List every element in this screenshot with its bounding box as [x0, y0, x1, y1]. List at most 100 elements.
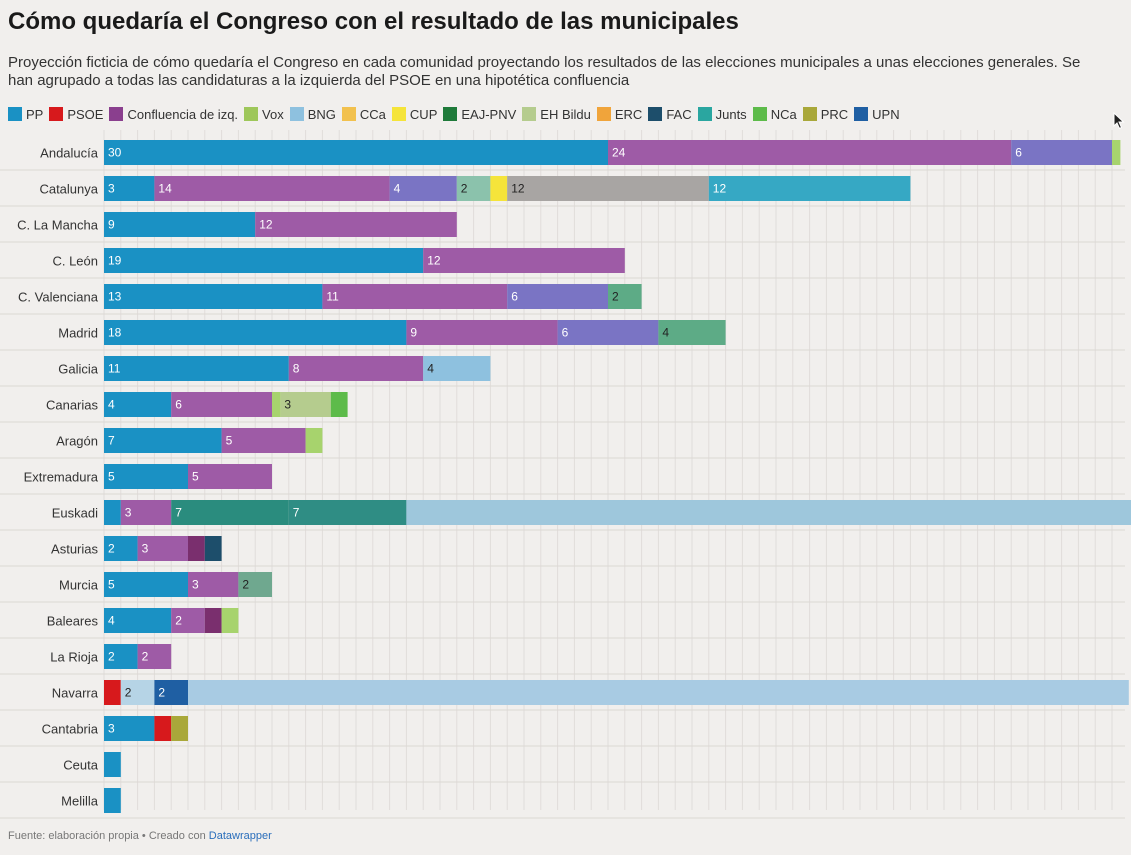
- legend-label: PRC: [820, 107, 849, 122]
- bar-segment: [204, 608, 222, 633]
- source-note: Fuente: elaboración propia • Creado con …: [8, 830, 272, 842]
- segment-value-label: 11: [326, 290, 339, 304]
- bar-segment: [104, 608, 172, 633]
- legend-swatch: [854, 107, 869, 121]
- legend-item: Junts: [697, 107, 747, 122]
- category-label: C. León: [52, 254, 98, 269]
- legend-label: ERC: [614, 107, 643, 122]
- segment-value-label: 30: [108, 146, 122, 160]
- legend-item: FAC: [648, 107, 692, 122]
- segment-value-label: 11: [108, 362, 121, 376]
- bar-row: C. Valenciana 13 11 6 2: [0, 284, 1125, 315]
- segment-value-label: 6: [175, 398, 182, 412]
- bar-segment: [104, 212, 256, 237]
- bar-segment: [104, 392, 172, 417]
- bar-segment: [171, 716, 188, 741]
- legend-item: CCa: [341, 107, 386, 122]
- bar-segment: [104, 248, 424, 273]
- bar-row: C. León 19 12: [0, 248, 1125, 279]
- bar-segment: [423, 248, 625, 273]
- bar-segment: [288, 356, 424, 381]
- bar-row: La Rioja 2 2: [0, 644, 1125, 675]
- segment-value-label: 6: [1015, 146, 1022, 160]
- source-text: Fuente: elaboración propia • Creado con: [8, 830, 209, 842]
- legend-label: Junts: [715, 107, 747, 122]
- segment-value-label: 2: [108, 650, 115, 664]
- segment-value-label: 3: [284, 398, 291, 412]
- legend-item: ERC: [596, 107, 643, 122]
- legend-swatch: [802, 107, 817, 121]
- segment-value-label: 2: [142, 650, 149, 664]
- segment-value-label: 19: [108, 254, 122, 268]
- segment-value-label: 12: [511, 182, 525, 196]
- chart-title: Cómo quedaría el Congreso con el resulta…: [8, 8, 739, 35]
- bar-segment: [104, 284, 323, 309]
- legend-label: PP: [26, 107, 44, 122]
- bar-row: Aragón 7 5: [0, 428, 1125, 459]
- bar-segment: [104, 536, 138, 561]
- legend-label: UPN: [872, 107, 900, 122]
- bar-segment: [1011, 140, 1112, 165]
- bar-segment: [608, 140, 1012, 165]
- legend-item: Vox: [244, 107, 284, 122]
- category-label: Baleares: [47, 614, 99, 629]
- bar-segment: [406, 320, 558, 345]
- legend-item: PSOE: [49, 107, 103, 122]
- bar-row: Murcia 5 3 2: [0, 572, 1125, 603]
- segment-value-label: 8: [293, 362, 300, 376]
- bar-segment: [104, 320, 407, 345]
- bar-segment: [171, 608, 205, 633]
- datawrapper-link[interactable]: Datawrapper: [208, 830, 272, 842]
- legend-label: CCa: [359, 107, 386, 122]
- bar-segment: [305, 428, 323, 453]
- legend-item: EAJ-PNV: [443, 107, 516, 122]
- legend-swatch: [244, 107, 259, 121]
- bar-segment: [171, 500, 289, 525]
- bar-segment: [708, 176, 911, 201]
- bar-segment: [104, 644, 138, 669]
- segment-value-label: 5: [108, 578, 115, 592]
- bar-segment: [188, 464, 272, 489]
- legend-swatch: [752, 107, 767, 121]
- segment-value-label: 4: [108, 614, 115, 628]
- segment-value-label: 2: [461, 182, 468, 196]
- bar-segment: [188, 536, 205, 561]
- segment-value-label: 7: [293, 506, 300, 520]
- segment-value-label: 2: [108, 542, 115, 556]
- bar-segment: [658, 320, 726, 345]
- bar-row: Baleares 4 2: [0, 608, 1125, 639]
- category-label: Melilla: [61, 794, 99, 809]
- bar-row: Canarias 4 6 3: [0, 392, 1125, 423]
- category-label: C. La Mancha: [17, 218, 99, 233]
- category-label: Andalucía: [40, 146, 99, 161]
- bar-segment: [330, 392, 348, 417]
- legend-item: NCa: [752, 107, 797, 122]
- legend-label: FAC: [666, 107, 692, 122]
- category-label: Galicia: [58, 362, 99, 377]
- bar-segment: [221, 428, 306, 453]
- bar-segment: [204, 536, 222, 561]
- bar-segment: [154, 680, 188, 705]
- bar-row: Asturias 2 3: [0, 536, 1125, 567]
- bar-row: Melilla: [0, 788, 1125, 819]
- mouse-pointer-icon: [1113, 112, 1125, 130]
- category-label: Murcia: [59, 578, 99, 593]
- bar-segment: [406, 500, 1131, 525]
- legend-label: BNG: [307, 107, 336, 122]
- bar-segment: [188, 680, 1129, 705]
- segment-value-label: 6: [511, 290, 518, 304]
- legend-swatch: [8, 107, 22, 121]
- bar-segment: [423, 356, 491, 381]
- legend-swatch: [341, 107, 356, 121]
- bar-segment: [255, 212, 457, 237]
- category-label: Ceuta: [63, 758, 98, 773]
- segment-value-label: 3: [108, 182, 115, 196]
- bar-segment: [104, 140, 608, 165]
- bar-segment: [120, 680, 155, 705]
- segment-value-label: 2: [175, 614, 182, 628]
- bar-row: Euskadi 3 7 7: [0, 500, 1131, 531]
- legend-label: NCa: [770, 107, 797, 122]
- bar-segment: [104, 428, 222, 453]
- segment-value-label: 12: [259, 218, 273, 232]
